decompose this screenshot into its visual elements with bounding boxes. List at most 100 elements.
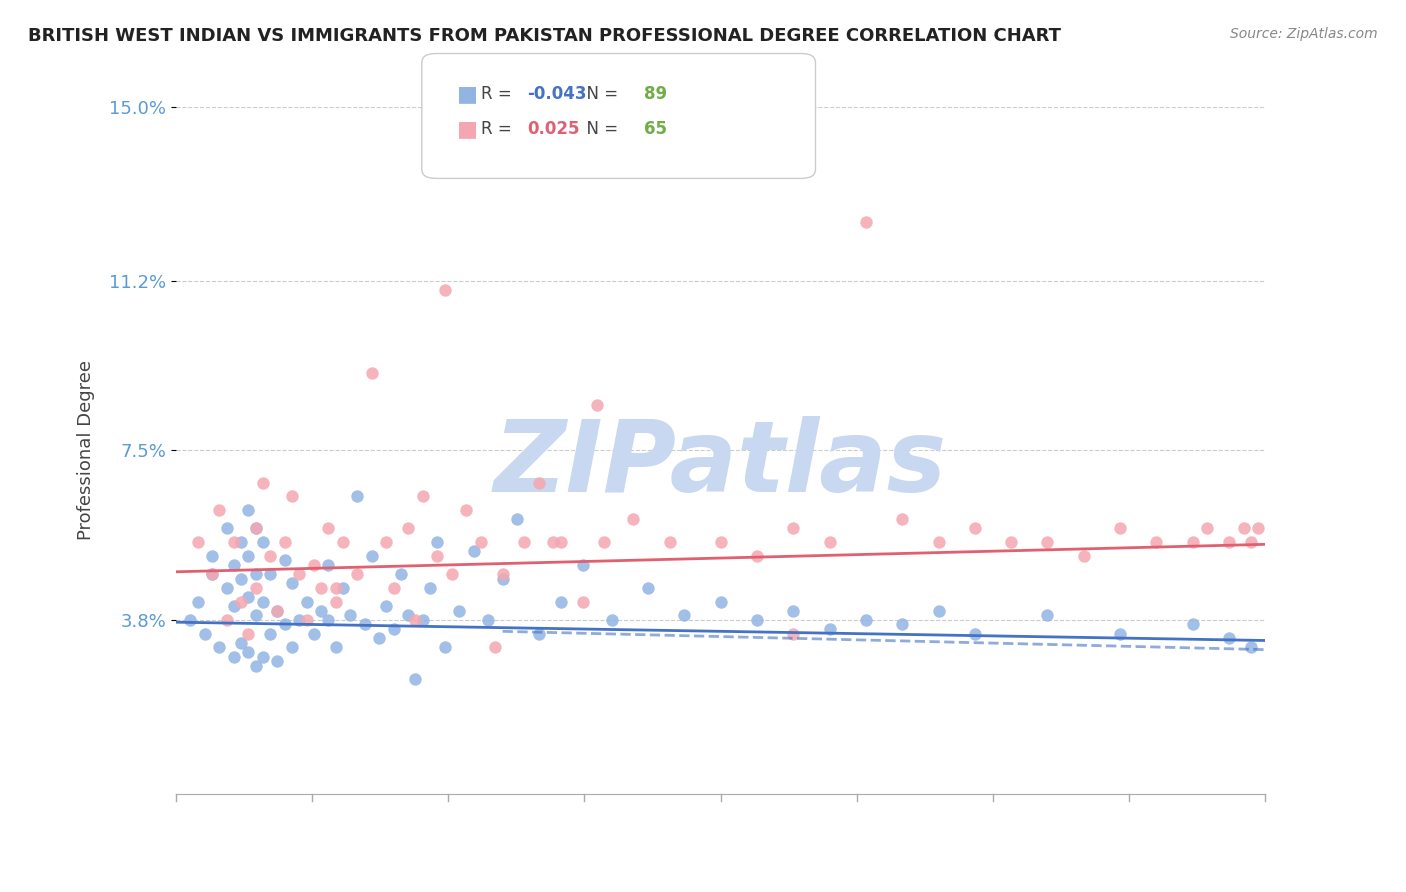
Point <box>318 558 340 572</box>
Point <box>245 658 267 673</box>
Point <box>332 535 354 549</box>
Point <box>470 535 492 549</box>
Point <box>194 626 217 640</box>
Point <box>586 398 609 412</box>
Point <box>963 521 986 535</box>
Point <box>245 581 267 595</box>
Point <box>658 535 681 549</box>
Point <box>179 613 201 627</box>
Point <box>600 613 623 627</box>
Point <box>375 599 398 614</box>
Text: R =: R = <box>481 120 517 138</box>
Point <box>231 572 253 586</box>
Point <box>389 567 412 582</box>
Point <box>426 535 449 549</box>
Point <box>346 567 368 582</box>
Point <box>543 535 565 549</box>
Point <box>1109 626 1132 640</box>
Text: 0.025: 0.025 <box>527 120 579 138</box>
Text: ■: ■ <box>457 84 478 103</box>
Text: ZIPatlas: ZIPatlas <box>494 416 948 513</box>
Text: R =: R = <box>481 85 517 103</box>
Point <box>368 631 391 645</box>
Point <box>186 535 209 549</box>
Point <box>222 558 245 572</box>
Point <box>382 581 405 595</box>
Point <box>222 649 245 664</box>
Point <box>456 503 478 517</box>
Point <box>325 640 347 655</box>
Point <box>266 654 288 668</box>
Point <box>550 594 572 608</box>
Point <box>281 576 304 591</box>
Point <box>222 535 245 549</box>
Point <box>396 521 419 535</box>
Point <box>412 613 434 627</box>
Text: -0.043: -0.043 <box>527 85 586 103</box>
Text: BRITISH WEST INDIAN VS IMMIGRANTS FROM PAKISTAN PROFESSIONAL DEGREE CORRELATION : BRITISH WEST INDIAN VS IMMIGRANTS FROM P… <box>28 27 1062 45</box>
Point <box>396 608 419 623</box>
Point <box>492 567 515 582</box>
Point <box>361 366 384 380</box>
Point <box>1240 535 1263 549</box>
Point <box>238 626 260 640</box>
Point <box>238 503 260 517</box>
Point <box>928 604 950 618</box>
Point <box>274 553 297 567</box>
Point <box>274 535 297 549</box>
Point <box>302 626 325 640</box>
Point <box>238 549 260 563</box>
Point <box>288 613 311 627</box>
Point <box>295 594 318 608</box>
Point <box>1218 631 1240 645</box>
Point <box>245 521 267 535</box>
Point <box>405 613 427 627</box>
Point <box>1036 535 1059 549</box>
Point <box>208 640 231 655</box>
Point <box>440 567 463 582</box>
Point <box>928 535 950 549</box>
Point <box>710 594 733 608</box>
Point <box>463 544 485 558</box>
Point <box>963 626 986 640</box>
Point <box>1109 521 1132 535</box>
Point <box>818 622 841 636</box>
Point <box>245 608 267 623</box>
Point <box>891 512 914 526</box>
Point <box>550 535 572 549</box>
Point <box>259 626 281 640</box>
Point <box>818 535 841 549</box>
Point <box>252 649 274 664</box>
Point <box>745 549 768 563</box>
Text: N =: N = <box>576 120 624 138</box>
Text: 65: 65 <box>644 120 666 138</box>
Point <box>506 512 529 526</box>
Point <box>419 581 441 595</box>
Point <box>295 613 318 627</box>
Point <box>477 613 499 627</box>
Point <box>215 581 238 595</box>
Point <box>426 549 449 563</box>
Point <box>222 599 245 614</box>
Point <box>231 535 253 549</box>
Point <box>745 613 768 627</box>
Point <box>782 604 804 618</box>
Point <box>375 535 398 549</box>
Point <box>433 640 456 655</box>
Text: N =: N = <box>576 85 624 103</box>
Point <box>208 503 231 517</box>
Point <box>621 512 644 526</box>
Point <box>361 549 384 563</box>
Point <box>1197 521 1219 535</box>
Point <box>1036 608 1059 623</box>
Point <box>527 475 550 490</box>
Point <box>215 521 238 535</box>
Point <box>252 475 274 490</box>
Point <box>274 617 297 632</box>
Point <box>382 622 405 636</box>
Point <box>215 613 238 627</box>
Text: 89: 89 <box>644 85 666 103</box>
Point <box>245 567 267 582</box>
Point <box>288 567 311 582</box>
Point <box>1240 640 1263 655</box>
